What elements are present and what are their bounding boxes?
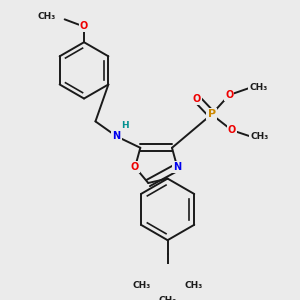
Text: CH₃: CH₃: [158, 296, 177, 300]
Text: N: N: [173, 162, 181, 172]
Text: CH₃: CH₃: [185, 281, 203, 290]
Text: O: O: [131, 162, 139, 172]
Text: CH₃: CH₃: [249, 83, 268, 92]
Text: O: O: [225, 90, 233, 100]
Text: P: P: [208, 110, 216, 119]
Text: CH₃: CH₃: [250, 132, 268, 141]
Text: N: N: [112, 131, 121, 141]
Text: O: O: [228, 125, 236, 135]
Text: O: O: [193, 94, 201, 103]
Text: CH₃: CH₃: [38, 12, 56, 21]
Text: O: O: [80, 21, 88, 32]
Text: CH₃: CH₃: [132, 281, 150, 290]
Text: H: H: [122, 121, 129, 130]
